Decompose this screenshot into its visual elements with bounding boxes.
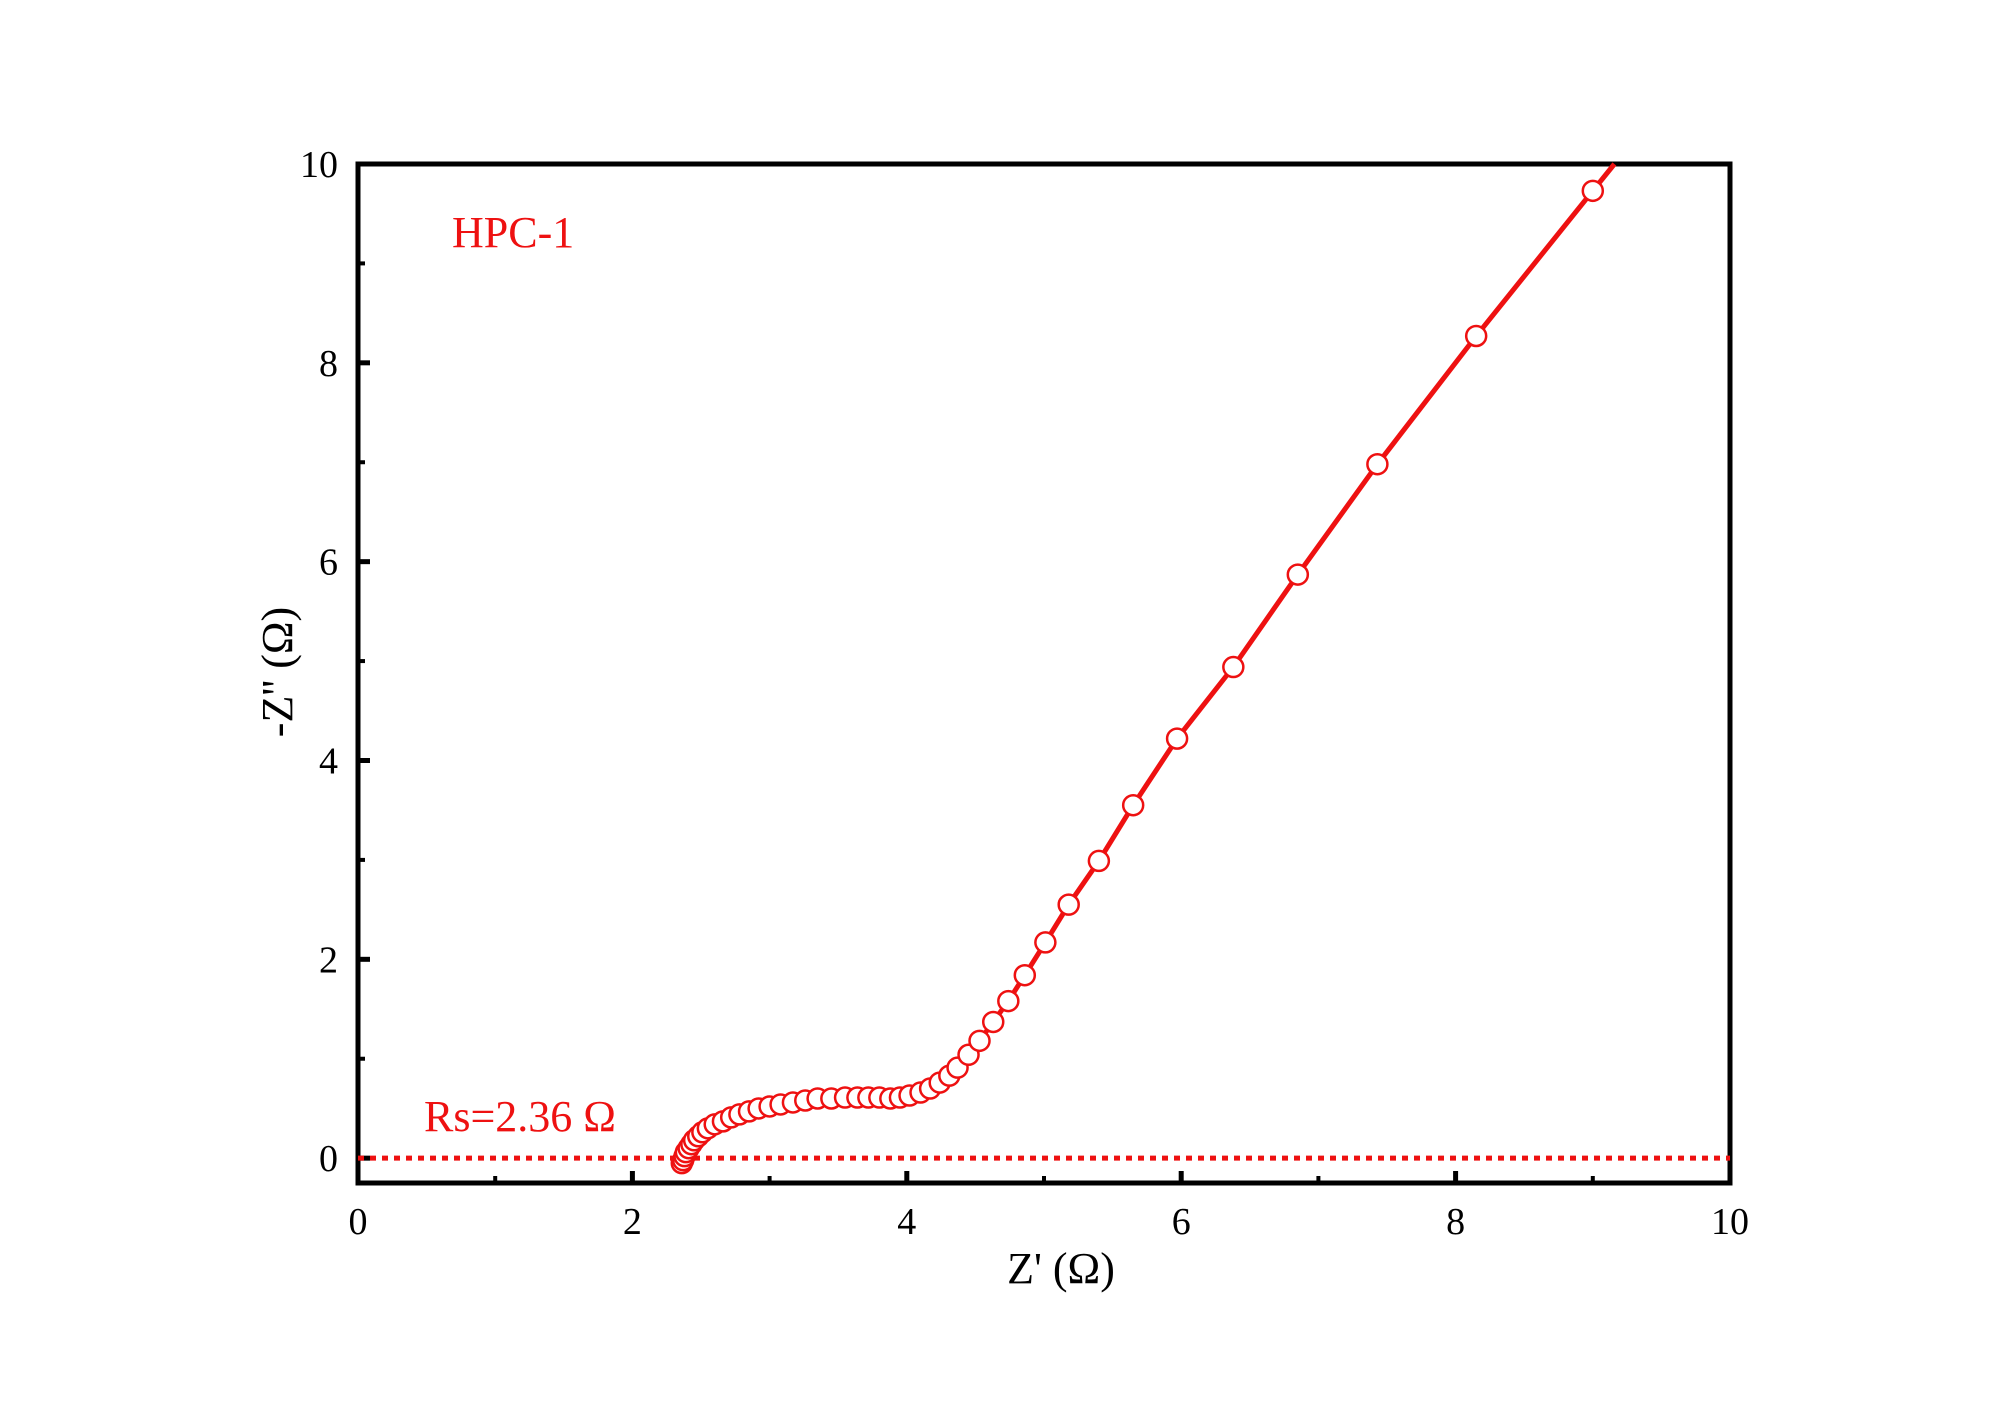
y-tick-label: 0 — [319, 1138, 338, 1180]
data-point — [968, 1029, 991, 1053]
x-tick-label: 2 — [623, 1201, 642, 1243]
data-group — [358, 162, 1730, 1175]
y-tick-label: 8 — [319, 343, 338, 385]
data-point — [1057, 893, 1080, 916]
data-point — [1034, 931, 1057, 954]
plot-frame-group — [355, 161, 1733, 1186]
y-tick-label: 10 — [300, 144, 338, 186]
data-point — [997, 989, 1020, 1013]
data-point — [1581, 179, 1605, 203]
data-point — [1464, 324, 1488, 348]
data-point — [1087, 849, 1111, 873]
y-tick-label: 6 — [319, 542, 338, 584]
y-tick-label: 2 — [319, 939, 338, 981]
data-point — [1222, 655, 1245, 679]
data-point — [981, 1010, 1005, 1034]
x-tick-label: 4 — [897, 1201, 916, 1243]
x-tick-label: 0 — [349, 1201, 368, 1243]
sample-annotation: HPC-1 — [452, 208, 574, 257]
data-point — [1366, 452, 1389, 476]
x-tick-label: 8 — [1446, 1201, 1465, 1243]
rs-annotation: Rs=2.36 Ω — [424, 1092, 616, 1141]
x-axis-title: Z' (Ω) — [1007, 1244, 1115, 1293]
tick-labels-group: 0 2 4 6 8 10 0 2 4 6 8 10 — [300, 144, 1749, 1243]
plot-frame — [355, 161, 1733, 1186]
axis-ticks-group — [355, 161, 1733, 1183]
data-point — [1013, 963, 1037, 987]
x-tick-label: 10 — [1711, 1201, 1749, 1243]
data-point — [1165, 727, 1189, 750]
series-line — [679, 162, 1617, 1165]
x-tick-label: 6 — [1172, 1201, 1191, 1243]
y-tick-label: 4 — [319, 740, 338, 782]
y-axis-title: -Z'' (Ω) — [253, 607, 302, 737]
data-point — [1286, 563, 1310, 586]
data-point — [1121, 793, 1145, 817]
